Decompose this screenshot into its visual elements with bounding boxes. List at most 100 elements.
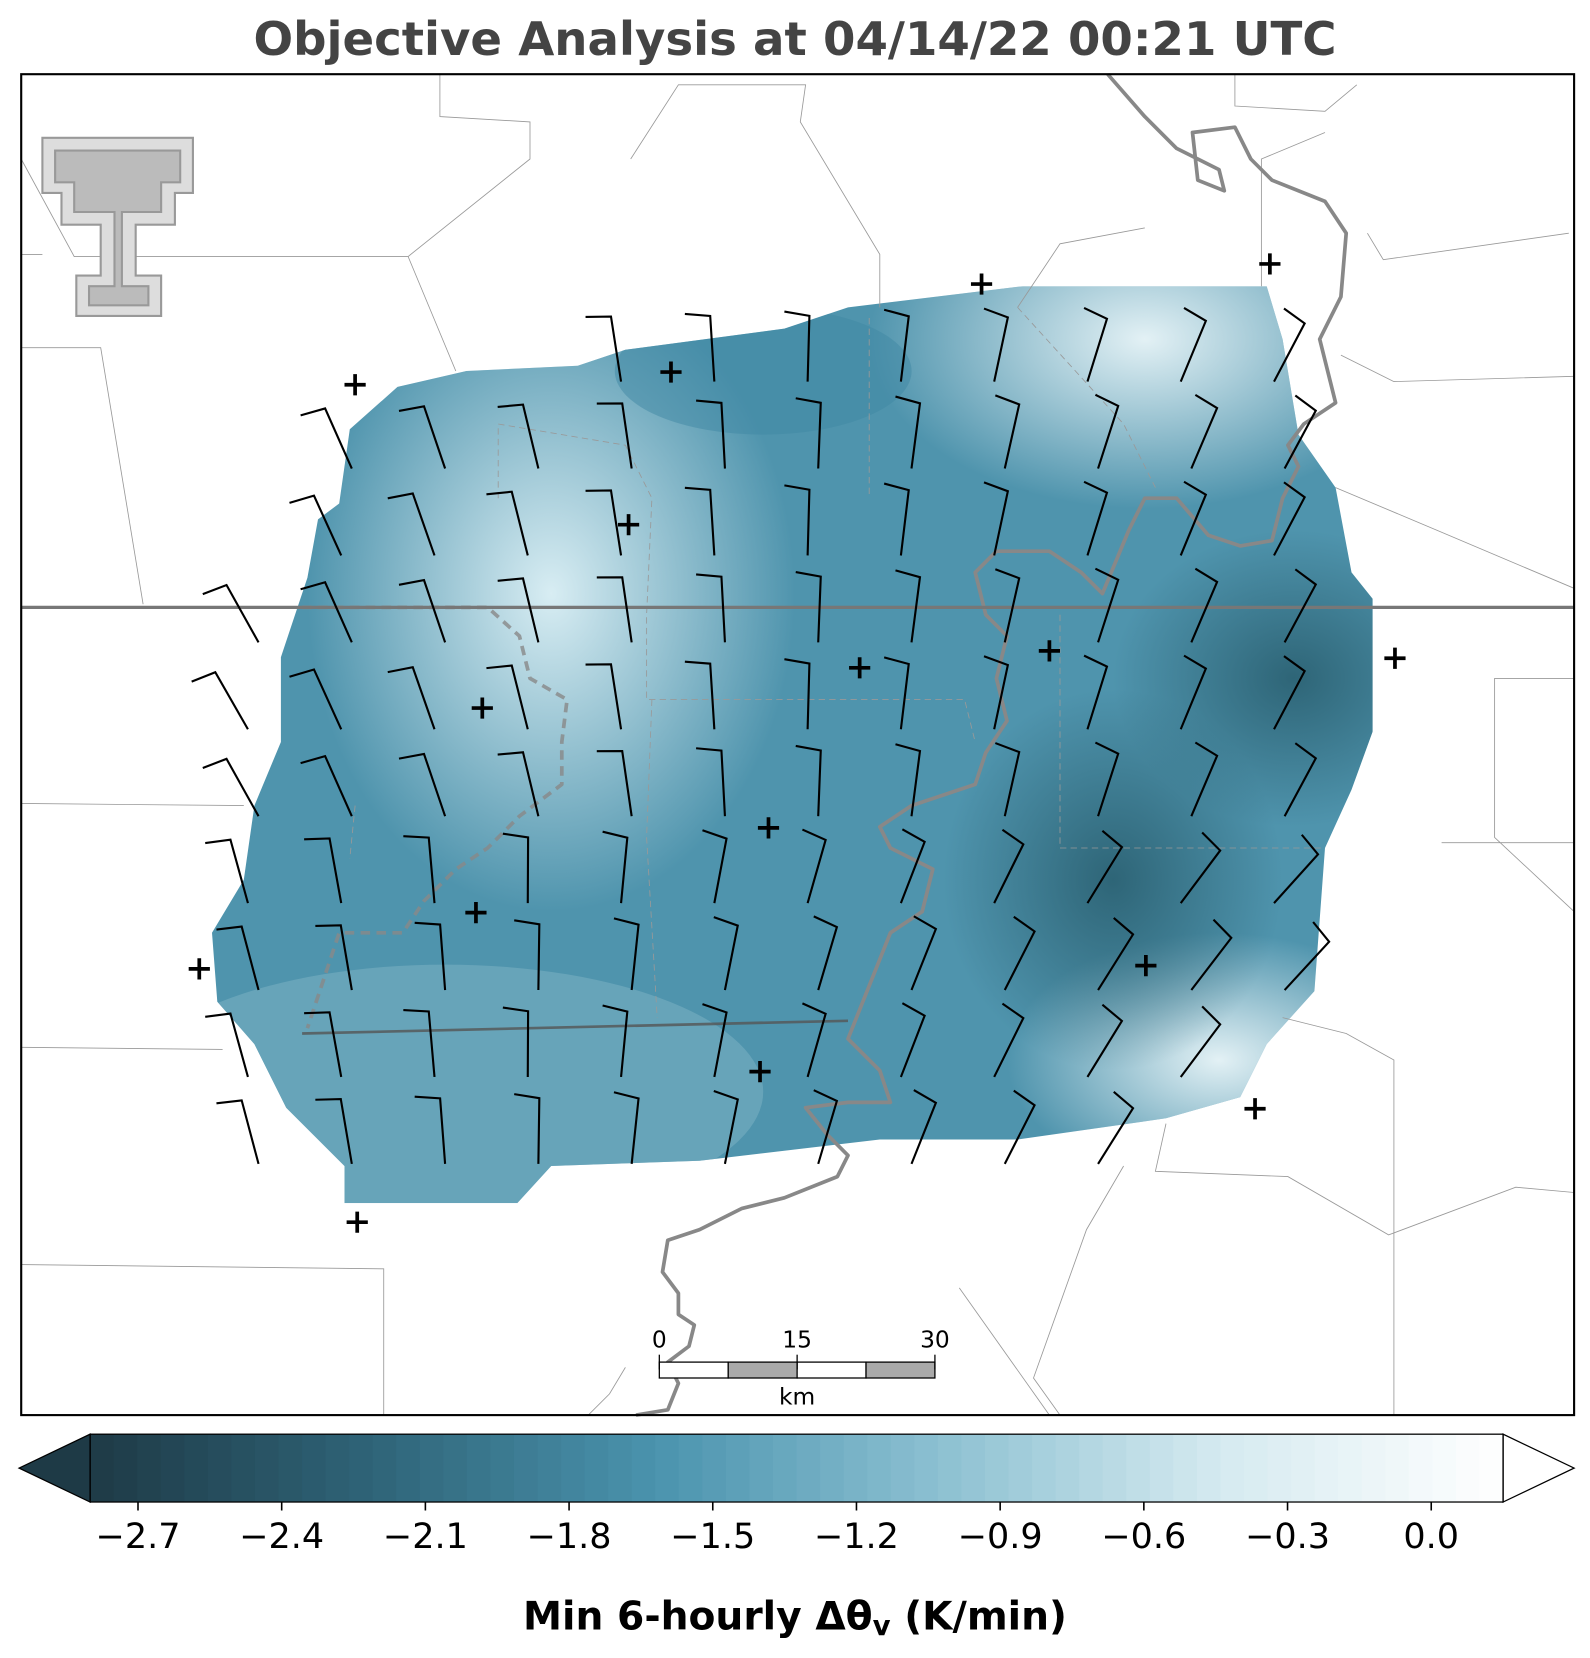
wind-barb	[304, 837, 343, 904]
colorbar-label-sub: v	[873, 1610, 891, 1642]
station-marker	[346, 1211, 368, 1233]
wind-barb	[398, 578, 447, 643]
colorbar-level	[1244, 1434, 1269, 1503]
colorbar-level	[655, 1434, 680, 1503]
colorbar-level	[984, 1434, 1010, 1503]
colorbar-level	[231, 1434, 256, 1503]
wind-barb	[1083, 480, 1109, 556]
wind-barb	[993, 828, 1025, 904]
colorbar-outline	[89, 1433, 1504, 1503]
wind-barb	[1097, 917, 1135, 991]
wind-barb	[602, 1004, 629, 1078]
wind-barb	[613, 1091, 640, 1164]
wind-barb	[414, 1095, 447, 1164]
station-marker	[849, 657, 871, 679]
colorbar-level	[160, 1434, 185, 1503]
colorbar-level	[137, 1434, 162, 1503]
wind-barb	[191, 670, 249, 730]
scale-segment	[658, 1361, 729, 1379]
colorbar-level	[1102, 1434, 1127, 1503]
colorbar-level	[325, 1434, 350, 1503]
wind-barbs	[191, 306, 1331, 1165]
wind-barb	[684, 486, 716, 556]
colorbar-level	[773, 1434, 798, 1503]
colorbar-level	[349, 1434, 374, 1503]
colorbar-tick-label: −2.7	[96, 1517, 181, 1557]
stations	[188, 253, 1406, 1233]
wind-barb	[497, 577, 540, 643]
logo	[41, 136, 194, 317]
wind-barb	[1097, 1090, 1135, 1165]
wind-barb	[684, 312, 716, 382]
wind-barb	[1179, 307, 1208, 383]
colorbar-label: Min 6-hourly Δθv (K/min)	[523, 1594, 1067, 1642]
colorbar-level	[443, 1434, 468, 1503]
wind-barb	[486, 490, 529, 556]
wind-barb	[403, 1009, 436, 1078]
wind-barb	[202, 757, 260, 817]
colorbar-level	[302, 1434, 327, 1503]
wind-barb	[994, 742, 1021, 817]
colorbar-tick-label: −2.1	[383, 1517, 468, 1557]
wind-barb	[1283, 394, 1318, 470]
wind-barb	[289, 668, 343, 730]
station-marker	[344, 374, 366, 396]
colorbar-level	[1338, 1434, 1363, 1503]
wind-barb	[502, 832, 530, 904]
wind-barb	[596, 576, 633, 643]
colorbar-level	[631, 1434, 656, 1503]
wind-barb	[1086, 830, 1124, 904]
colorbar-level	[561, 1434, 586, 1503]
colorbar-level	[1479, 1434, 1504, 1503]
wind-barb	[993, 1002, 1025, 1078]
wind-barb	[585, 663, 623, 730]
colorbar-level	[961, 1434, 986, 1503]
colorbar-level	[1291, 1434, 1316, 1503]
wind-barb	[585, 489, 623, 556]
colorbar-label-suffix: (K/min)	[891, 1594, 1067, 1639]
wind-barb	[596, 750, 633, 817]
colorbar-level	[396, 1434, 421, 1503]
colorbar-extend-high	[1502, 1433, 1576, 1504]
colorbar-level	[749, 1434, 774, 1503]
colorbar-level	[1455, 1434, 1481, 1503]
wind-barb	[1083, 306, 1109, 382]
colorbar-level	[1126, 1434, 1151, 1503]
colorbar-level	[1008, 1434, 1033, 1503]
scale-unit: km	[779, 1384, 815, 1411]
title: Objective Analysis at 04/14/22 00:21 UTC	[253, 12, 1336, 66]
colorbar-level	[1267, 1434, 1292, 1503]
wind-barb	[1190, 918, 1233, 991]
wind-barb	[1086, 1003, 1124, 1078]
colorbar-tick-label: −0.9	[958, 1517, 1043, 1557]
colorbar-tick-label: 0.0	[1403, 1517, 1459, 1557]
wind-barb	[994, 394, 1021, 469]
station-marker	[617, 514, 640, 536]
colorbar-level	[1055, 1434, 1080, 1503]
wind-barb	[502, 1006, 530, 1077]
wind-barb	[983, 307, 1010, 382]
colorbar-level	[843, 1434, 868, 1503]
colorbar-level	[796, 1434, 821, 1503]
scale-segment	[727, 1361, 798, 1379]
station-marker	[1384, 647, 1406, 669]
wind-barb	[289, 494, 343, 556]
scale-tick-label: 15	[782, 1326, 812, 1353]
scale-tick-label: 0	[652, 1326, 667, 1353]
station-marker	[749, 1061, 771, 1083]
wind-barb	[315, 924, 353, 991]
wind-barb	[514, 919, 541, 991]
wind-barb	[1094, 393, 1120, 469]
colorbar-tick-label: −2.4	[239, 1517, 324, 1557]
colorbar-level	[1408, 1434, 1434, 1503]
colorbar-level	[90, 1434, 115, 1503]
wind-barb	[883, 308, 910, 382]
colorbar-level	[113, 1434, 138, 1503]
scale-segment	[865, 1361, 936, 1379]
colorbar-level	[1314, 1434, 1339, 1503]
wind-barb	[216, 925, 260, 991]
analysis-field	[212, 286, 1373, 1204]
wind-barb	[910, 1089, 938, 1165]
colorbar-level	[207, 1434, 233, 1503]
